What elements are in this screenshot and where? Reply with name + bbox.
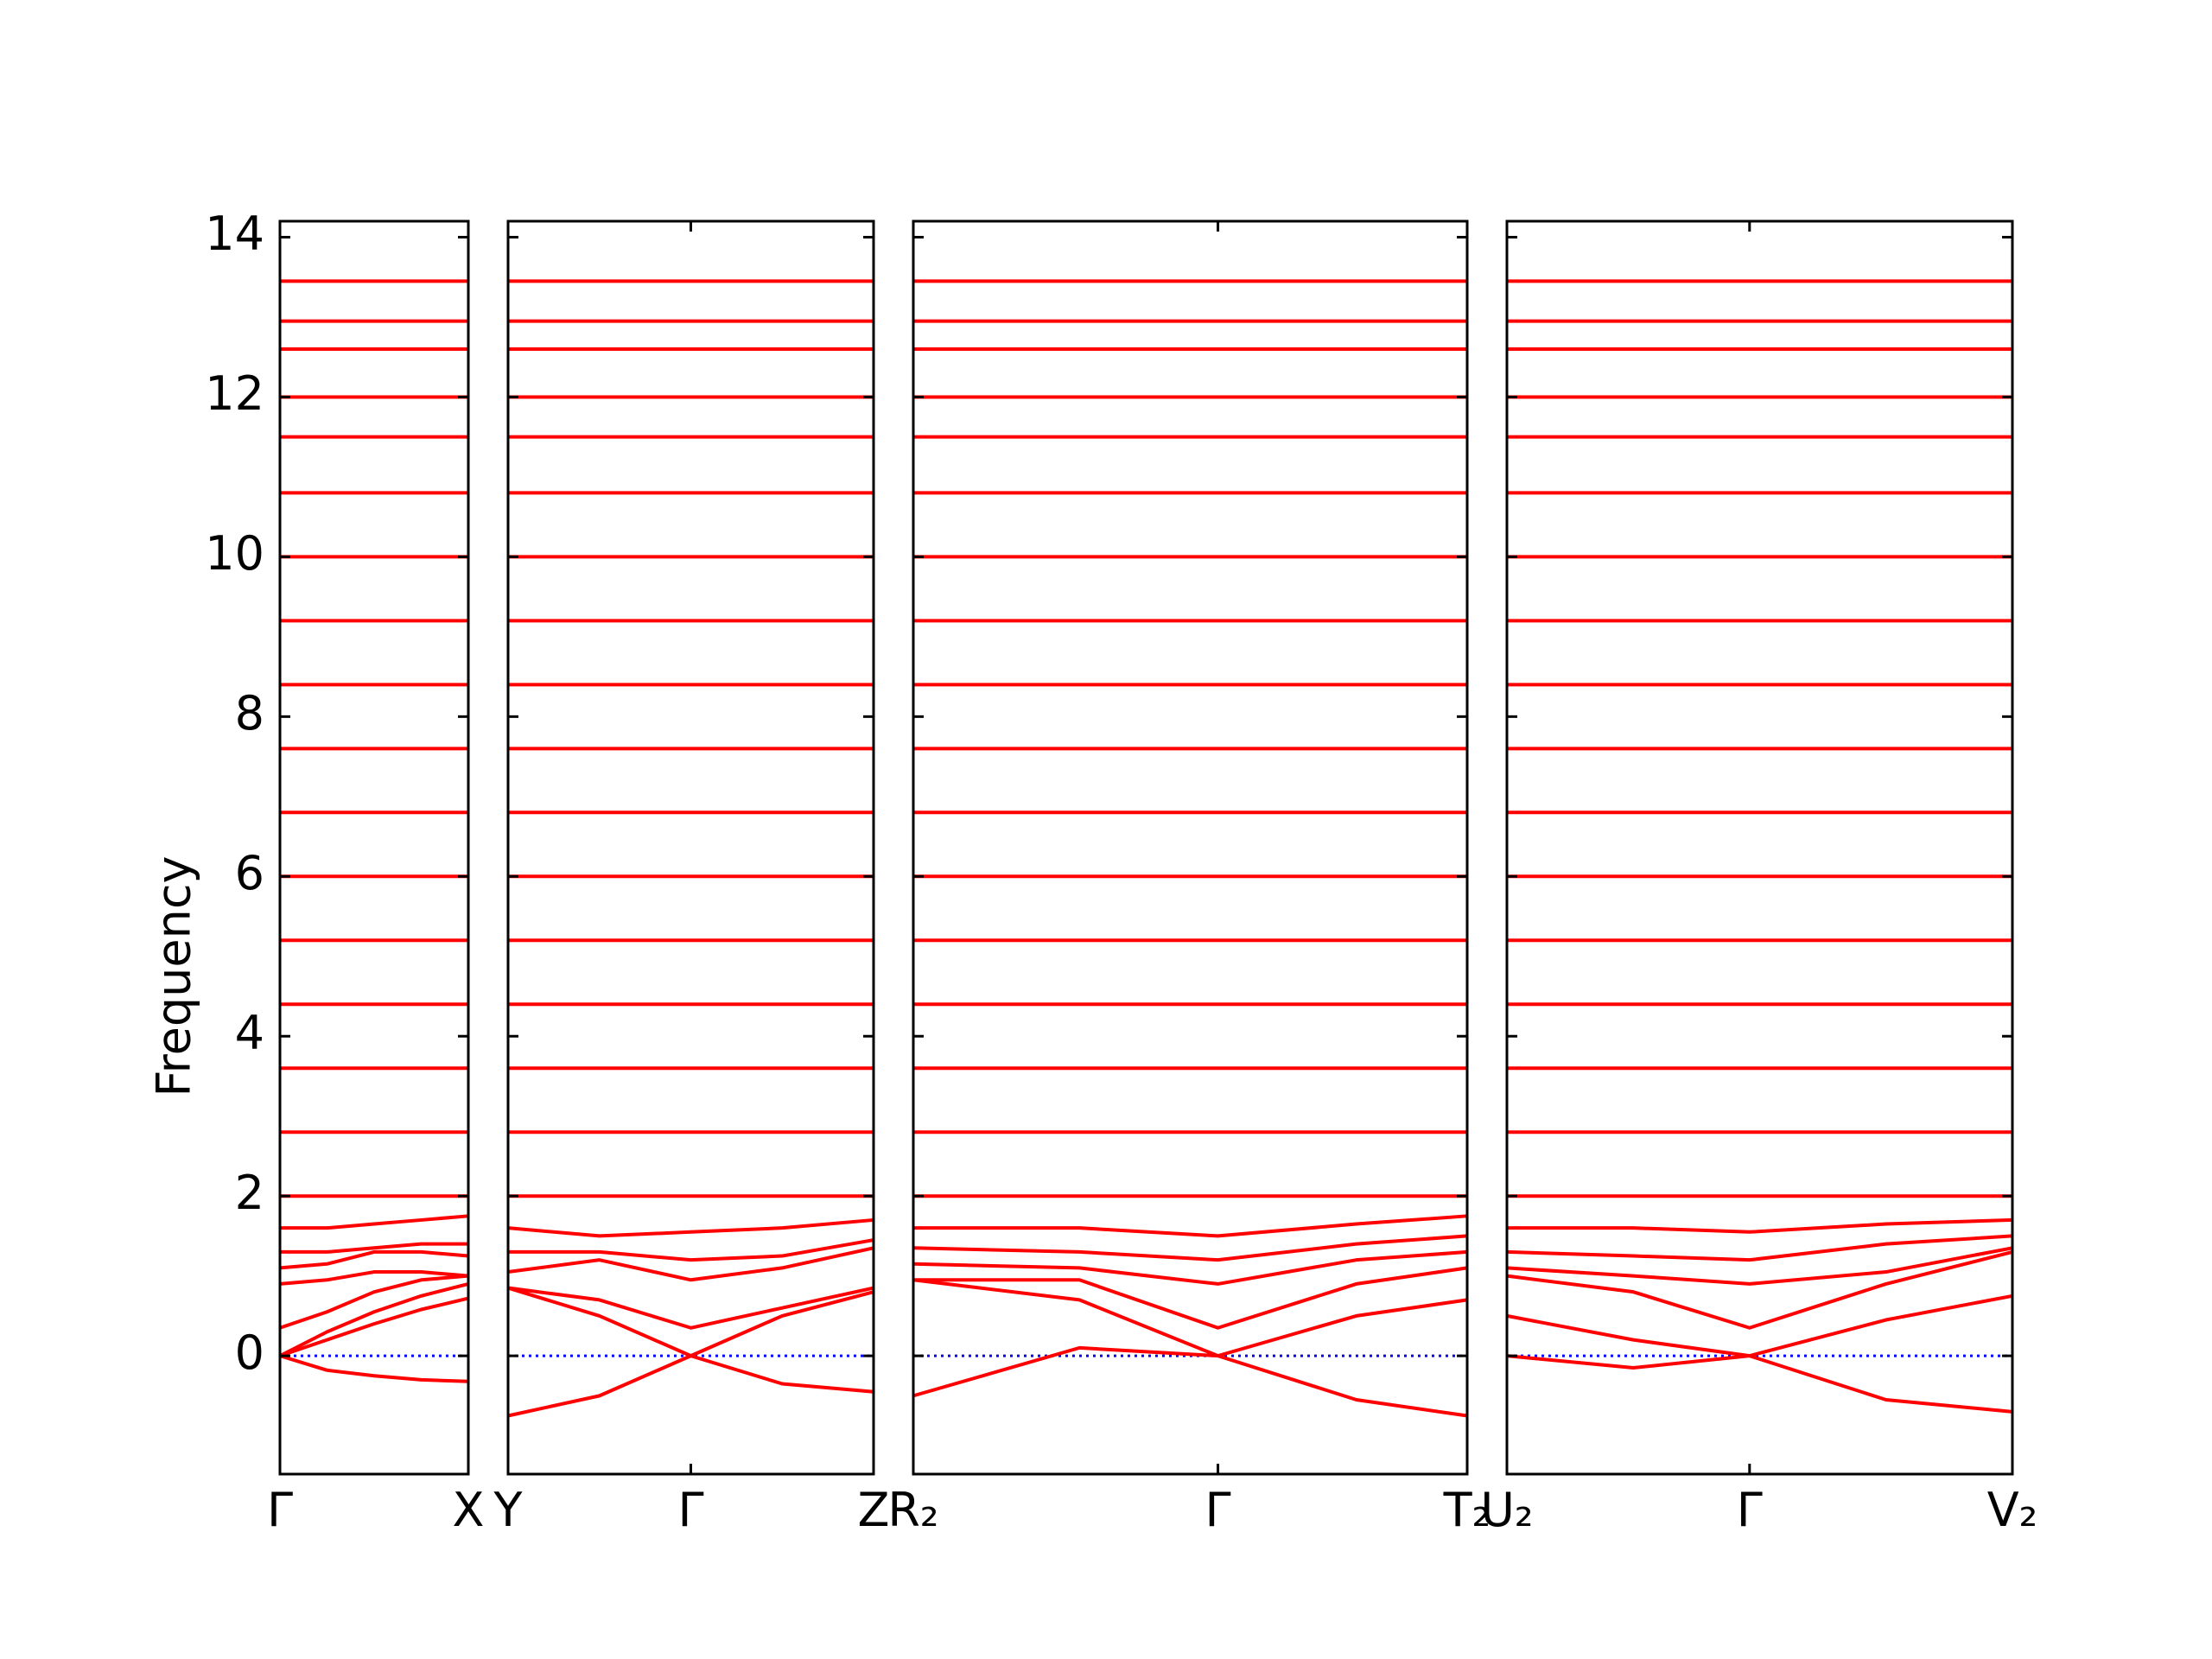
band-line [279, 1281, 469, 1357]
y-tick-label: 2 [235, 1166, 264, 1220]
x-tick-label: Z [858, 1483, 890, 1537]
x-tick-label: Y [493, 1483, 524, 1537]
band-line [280, 1242, 468, 1254]
band-line [913, 1214, 1468, 1238]
band-line [280, 1214, 469, 1230]
panel-frame [1505, 219, 2014, 1476]
x-tick-label: Γ [677, 1483, 703, 1537]
y-tick-label: 14 [205, 207, 264, 261]
band-line [913, 1266, 1468, 1330]
x-tick-label: Γ [267, 1483, 293, 1537]
y-tick-label: 6 [235, 846, 264, 900]
x-tick-label: T₂ [1443, 1483, 1491, 1537]
band-line [507, 1217, 874, 1238]
x-tick-label: V₂ [1987, 1483, 2038, 1537]
band-line [507, 1286, 874, 1330]
band-line [1506, 1294, 2013, 1370]
band-line [279, 1296, 469, 1358]
band-line [279, 1249, 469, 1270]
x-tick-label: Γ [1737, 1483, 1763, 1537]
y-axis-label: Frequency [147, 856, 201, 1097]
x-tick-label: Γ [1205, 1483, 1231, 1537]
y-tick-label: 10 [205, 526, 264, 581]
band-line [279, 1270, 469, 1286]
panel-frame [506, 219, 875, 1476]
band-line [508, 1238, 874, 1262]
band-line [279, 1354, 469, 1383]
y-tick-label: 4 [235, 1006, 264, 1060]
x-tick-label: X [453, 1483, 485, 1537]
band-line [1506, 1234, 2013, 1262]
band-line [912, 1234, 1468, 1262]
y-tick-label: 0 [235, 1325, 264, 1380]
x-tick-label: R₂ [887, 1483, 938, 1537]
band-line [912, 1278, 1468, 1358]
band-line [507, 1246, 874, 1282]
panel-frame [278, 219, 470, 1476]
band-line [279, 1274, 469, 1330]
y-tick-label: 12 [205, 366, 264, 421]
band-line [1506, 1249, 2013, 1330]
x-tick-label: U₂ [1480, 1483, 1533, 1537]
band-line [507, 1286, 874, 1358]
band-line [1506, 1246, 2013, 1286]
band-line [912, 1249, 1468, 1286]
y-tick-label: 8 [235, 686, 264, 741]
panel-frame [912, 219, 1469, 1476]
band-line [1507, 1217, 2013, 1234]
